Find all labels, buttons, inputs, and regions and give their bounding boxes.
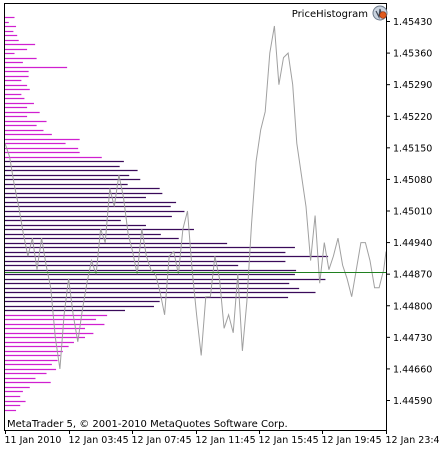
price-tick-label: 1.44940 (393, 238, 432, 249)
price-tick-label: 1.45150 (393, 143, 432, 154)
time-tick-label: 12 Jan 19:45 (322, 435, 382, 446)
time-tick-label: 12 Jan 23:45 (386, 435, 439, 446)
price-tick-label: 1.45430 (393, 17, 432, 28)
price-tick-label: 1.45360 (393, 49, 432, 60)
price-tick-label: 1.44870 (393, 270, 432, 281)
price-histogram-indicator-icon[interactable] (373, 6, 387, 20)
indicator-name-label: PriceHistogram (292, 9, 368, 20)
time-tick-label: 12 Jan 11:45 (196, 435, 256, 446)
time-tick-label: 12 Jan 03:45 (69, 435, 129, 446)
price-tick-label: 1.44590 (393, 396, 432, 407)
price-tick-label: 1.45290 (393, 80, 432, 91)
time-tick-label: 12 Jan 15:45 (259, 435, 319, 446)
price-tick-label: 1.44730 (393, 333, 432, 344)
price-tick-label: 1.45220 (393, 112, 432, 123)
price-tick-label: 1.44800 (393, 301, 432, 312)
price-tick-label: 1.45010 (393, 207, 432, 218)
price-tick-label: 1.45080 (393, 175, 432, 186)
time-tick-label: 11 Jan 2010 (5, 435, 62, 446)
price-tick-label: 1.44660 (393, 364, 432, 375)
time-tick-label: 12 Jan 07:45 (132, 435, 192, 446)
copyright-label: MetaTrader 5, © 2001-2010 MetaQuotes Sof… (7, 419, 288, 430)
